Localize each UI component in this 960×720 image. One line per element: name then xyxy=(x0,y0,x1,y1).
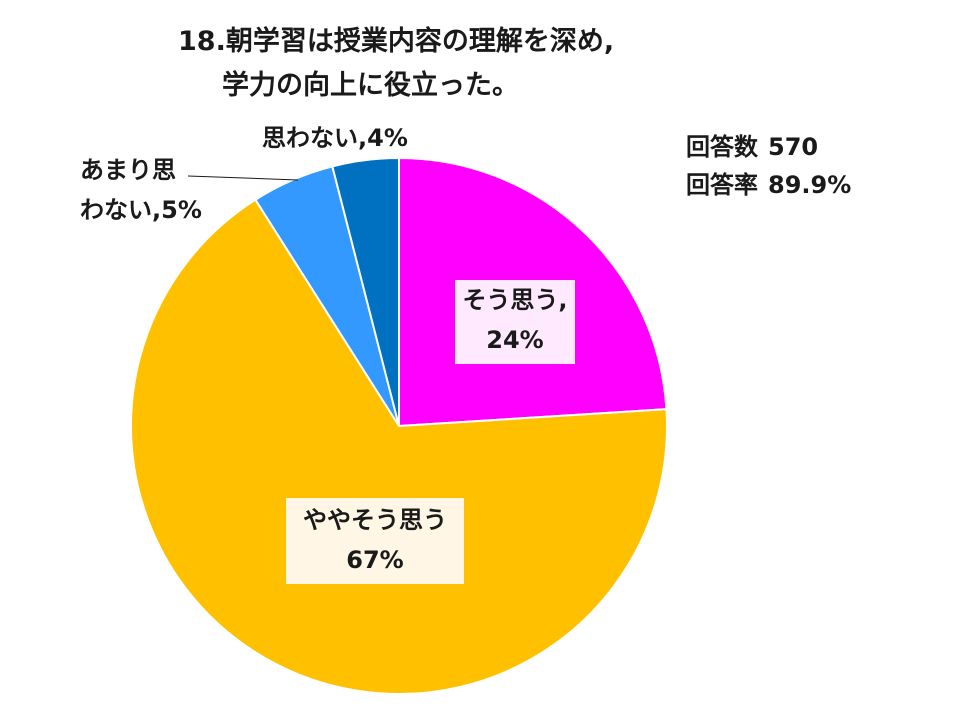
slice-label-agree-line-1: そう思う, xyxy=(462,286,568,314)
response-rate-row: 回答率 89.9% xyxy=(686,166,851,204)
slice-label-somewhat-agree-line-1: ややそう思う xyxy=(303,506,447,534)
pie-slices xyxy=(130,156,668,695)
slice-label-disagree-line-1: 思わない,4% xyxy=(262,124,408,152)
slice-label-somewhat-disagree-line-1: あまり思 xyxy=(80,156,176,184)
slice-label-somewhat-disagree: あまり思 わない,5% xyxy=(80,150,202,230)
pie-slice-somewhat-agree xyxy=(130,198,668,695)
slice-label-somewhat-agree-line-2: 67% xyxy=(346,546,404,574)
chart-title-line-2: 学力の向上に役立った。 xyxy=(222,70,519,101)
response-count-label: 回答数 xyxy=(686,133,758,161)
slice-label-agree-line-2: 24% xyxy=(486,326,544,354)
chart-title-line-1: 18.朝学習は授業内容の理解を深め, xyxy=(178,26,615,57)
slice-label-agree: そう思う, 24% xyxy=(455,280,575,364)
slice-label-disagree: 思わない,4% xyxy=(262,118,408,158)
response-rate-label: 回答率 xyxy=(686,171,758,199)
leader-line-somewhat-disagree xyxy=(187,175,299,181)
response-count-row: 回答数 570 xyxy=(686,128,851,166)
response-rate-value: 89.9% xyxy=(768,171,852,199)
chart-title: 18.朝学習は授業内容の理解を深め, 学力の向上に役立った。 xyxy=(178,20,614,108)
pie-slice-disagree xyxy=(331,156,400,427)
slice-label-somewhat-agree: ややそう思う 67% xyxy=(286,498,464,584)
slice-label-somewhat-disagree-line-2: わない,5% xyxy=(80,196,202,224)
response-stats: 回答数 570 回答率 89.9% xyxy=(686,128,851,204)
response-count-value: 570 xyxy=(768,133,819,161)
